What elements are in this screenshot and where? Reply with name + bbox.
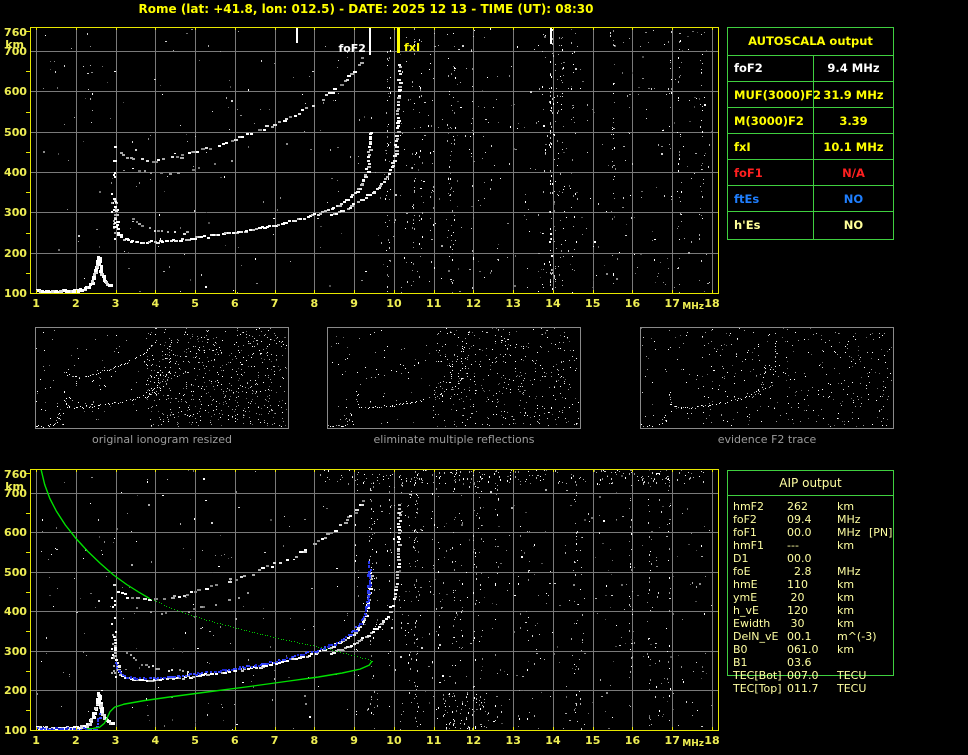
param-unit: km bbox=[837, 578, 855, 591]
table-row: foF1 00.0 MHz [PN] bbox=[727, 526, 894, 539]
param-value: 007.0 bbox=[787, 669, 819, 682]
param-label: foF2 bbox=[734, 61, 763, 75]
param-label: B0 bbox=[733, 643, 748, 656]
param-label: ftEs bbox=[734, 192, 760, 206]
table-row: TEC[Top] 011.7 TECU bbox=[727, 682, 894, 695]
param-unit: km bbox=[837, 591, 855, 604]
param-value: 9.4 MHz bbox=[827, 61, 880, 75]
table-row: foF2 09.4 MHz bbox=[727, 513, 894, 526]
table-row: hmE 110 km bbox=[727, 578, 894, 591]
param-label: TEC[Bot] bbox=[733, 669, 782, 682]
profile-ionogram-plot bbox=[0, 455, 725, 755]
param-label: TEC[Top] bbox=[733, 682, 782, 695]
table-row: fxI 10.1 MHz bbox=[728, 133, 893, 160]
param-value: 110 bbox=[787, 578, 808, 591]
aip-table-header: AIP output bbox=[728, 471, 893, 496]
thumbnail-f2-trace-canvas bbox=[641, 328, 893, 428]
param-value: 20 bbox=[787, 591, 805, 604]
table-row: foE 2.8 MHz bbox=[727, 565, 894, 578]
param-label: foF1 bbox=[734, 166, 763, 180]
param-unit: MHz bbox=[837, 526, 861, 539]
param-unit: km bbox=[837, 617, 855, 630]
table-row: MUF(3000)F2 31.9 MHz bbox=[728, 81, 893, 108]
autoscala-output-table: AUTOSCALA output foF2 9.4 MHz MUF(3000)F2 3… bbox=[727, 27, 894, 240]
thumbnail-caption: original ionogram resized bbox=[92, 433, 232, 446]
table-column-divider bbox=[813, 55, 814, 239]
param-label: DelN_vE bbox=[733, 630, 779, 643]
table-row: DelN_vE 00.1 m^(-3) bbox=[727, 630, 894, 643]
param-value: 30 bbox=[787, 617, 805, 630]
param-label: foF2 bbox=[733, 513, 757, 526]
param-label: M(3000)F2 bbox=[734, 114, 804, 128]
table-row: M(3000)F2 3.39 bbox=[728, 107, 893, 134]
table-row: D1 00.0 bbox=[727, 552, 894, 565]
param-unit: MHz bbox=[837, 513, 861, 526]
param-value: 011.7 bbox=[787, 682, 819, 695]
table-row: foF1 N/A bbox=[728, 159, 893, 186]
param-value: 2.8 bbox=[787, 565, 812, 578]
param-unit: TECU bbox=[837, 682, 867, 695]
table-row: B1 03.6 bbox=[727, 656, 894, 669]
param-label: hmE bbox=[733, 578, 758, 591]
table-row: ymE 20 km bbox=[727, 591, 894, 604]
param-flag: [PN] bbox=[869, 526, 893, 539]
param-label: hmF2 bbox=[733, 500, 765, 513]
param-value: N/A bbox=[842, 166, 865, 180]
param-value: 061.0 bbox=[787, 643, 819, 656]
param-value: 00.0 bbox=[787, 552, 812, 565]
param-value: 00.1 bbox=[787, 630, 812, 643]
param-label: D1 bbox=[733, 552, 749, 565]
param-value: 31.9 MHz bbox=[823, 88, 884, 102]
param-unit: km bbox=[837, 500, 855, 513]
table-row: B0 061.0 km bbox=[727, 643, 894, 656]
thumbnail-original-ionogram bbox=[35, 327, 289, 429]
param-value: 10.1 MHz bbox=[823, 140, 884, 154]
thumbnail-caption: eliminate multiple reflections bbox=[373, 433, 535, 446]
param-label: MUF(3000)F2 bbox=[734, 88, 822, 102]
param-unit: km bbox=[837, 643, 855, 656]
param-unit: km bbox=[837, 539, 855, 552]
param-label: h_vE bbox=[733, 604, 759, 617]
param-value: 00.0 bbox=[787, 526, 812, 539]
param-label: fxI bbox=[734, 140, 751, 154]
table-row: h_vE 120 km bbox=[727, 604, 894, 617]
param-value: NO bbox=[843, 192, 864, 206]
param-unit: TECU bbox=[837, 669, 867, 682]
table-row: hmF2 262 km bbox=[727, 500, 894, 513]
thumbnail-no-multiples-canvas bbox=[328, 328, 580, 428]
table-row: TEC[Bot] 007.0 TECU bbox=[727, 669, 894, 682]
aip-table-rows: hmF2 262 km foF2 09.4 MHz foF1 00.0 MHz [PN] hmF1 -… bbox=[727, 500, 894, 700]
param-value: NO bbox=[843, 218, 864, 232]
table-row: foF2 9.4 MHz bbox=[728, 55, 893, 81]
thumbnail-no-multiples bbox=[327, 327, 581, 429]
table-row: hmF1 --- km bbox=[727, 539, 894, 552]
param-label: B1 bbox=[733, 656, 748, 669]
thumbnail-caption: evidence F2 trace bbox=[717, 433, 817, 446]
scaled-ionogram-plot bbox=[0, 20, 725, 320]
table-row: ftEs NO bbox=[728, 185, 893, 212]
table-row: h'Es NO bbox=[728, 211, 893, 238]
param-value: 262 bbox=[787, 500, 808, 513]
param-value: 120 bbox=[787, 604, 808, 617]
param-value: --- bbox=[787, 539, 799, 552]
param-value: 09.4 bbox=[787, 513, 812, 526]
aip-output-table: AIP output bbox=[727, 470, 894, 676]
param-label: foE bbox=[733, 565, 751, 578]
param-label: h'Es bbox=[734, 218, 761, 232]
param-unit: km bbox=[837, 604, 855, 617]
autoscala-table-header: AUTOSCALA output bbox=[728, 28, 893, 56]
thumbnail-original-canvas bbox=[36, 328, 288, 428]
page-title: Rome (lat: +41.8, lon: 012.5) - DATE: 20… bbox=[138, 2, 594, 16]
param-label: foF1 bbox=[733, 526, 757, 539]
param-label: Ewidth bbox=[733, 617, 771, 630]
param-value: 3.39 bbox=[839, 114, 868, 128]
param-label: ymE bbox=[733, 591, 758, 604]
param-value: 03.6 bbox=[787, 656, 812, 669]
param-unit: m^(-3) bbox=[837, 630, 877, 643]
param-label: hmF1 bbox=[733, 539, 765, 552]
param-unit: MHz bbox=[837, 565, 861, 578]
table-row: Ewidth 30 km bbox=[727, 617, 894, 630]
thumbnail-f2-trace bbox=[640, 327, 894, 429]
